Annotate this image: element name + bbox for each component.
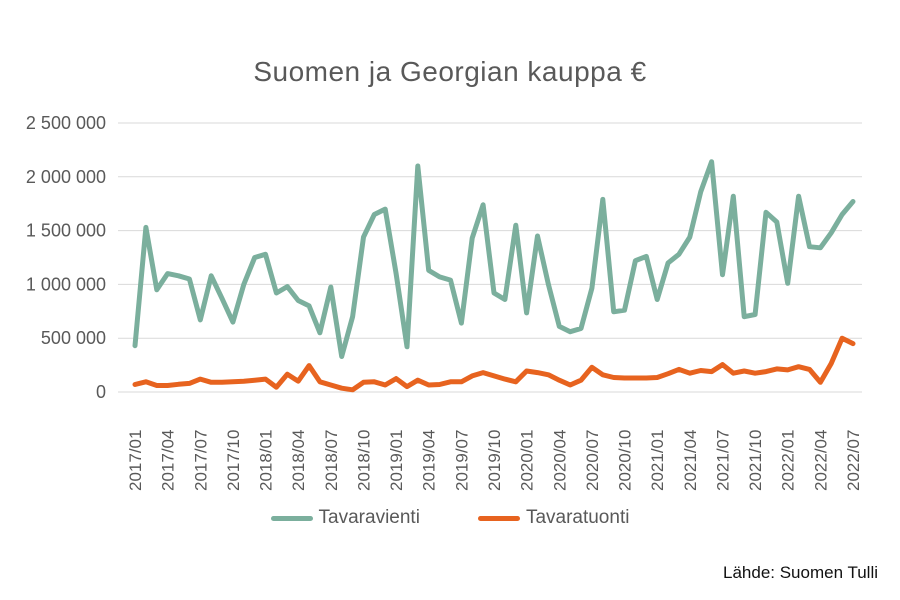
x-axis-tick-label: 2022/04 — [811, 430, 830, 491]
x-axis-tick-label: 2022/07 — [844, 430, 863, 491]
x-axis-tick-label: 2020/01 — [518, 430, 537, 491]
y-axis-tick-label: 0 — [96, 382, 106, 402]
x-axis-tick-label: 2017/07 — [191, 430, 210, 491]
source-note: Lähde: Suomen Tulli — [723, 563, 878, 582]
x-axis-tick-label: 2018/04 — [289, 430, 308, 491]
x-axis-tick-label: 2019/04 — [420, 430, 439, 491]
y-axis-tick-label: 2 000 000 — [26, 167, 106, 187]
x-axis-tick-label: 2021/01 — [648, 430, 667, 491]
x-axis-tick-label: 2018/07 — [322, 430, 341, 491]
x-axis-tick-label: 2019/07 — [452, 430, 471, 491]
x-axis-tick-label: 2021/04 — [681, 430, 700, 491]
x-axis-tick-label: 2020/10 — [616, 430, 635, 491]
y-axis-tick-label: 2 500 000 — [26, 113, 106, 133]
y-axis-tick-label: 1 000 000 — [26, 274, 106, 294]
x-axis-tick-label: 2017/01 — [126, 430, 145, 491]
series-line-tavaravienti — [132, 159, 856, 359]
legend-label-import: Tavaratuonti — [525, 507, 630, 528]
x-axis-tick-label: 2022/01 — [779, 430, 798, 491]
x-axis-tick-label: 2018/10 — [354, 430, 373, 491]
x-axis-tick-label: 2017/10 — [224, 430, 243, 491]
x-axis-tick-label: 2017/04 — [159, 430, 178, 491]
y-axis-tick-label: 500 000 — [41, 328, 106, 348]
x-axis-tick-label: 2019/01 — [387, 430, 406, 491]
x-axis-tick-label: 2020/07 — [583, 430, 602, 491]
legend: Tavaravienti Tavaratuonti — [0, 507, 900, 529]
x-axis-tick-label: 2019/10 — [485, 430, 504, 491]
legend-swatch-import-icon — [477, 515, 520, 521]
x-axis-tick-label: 2021/07 — [713, 430, 732, 491]
y-axis-tick-label: 1 500 000 — [26, 221, 106, 241]
series-line-tavaratuonti — [132, 335, 856, 393]
legend-label-export: Tavaravienti — [318, 507, 420, 528]
x-axis-tick-label: 2018/01 — [257, 430, 276, 491]
x-axis-tick-label: 2020/04 — [550, 430, 569, 491]
legend-item-tavaravienti: Tavaravienti — [270, 507, 420, 529]
chart-title: Suomen ja Georgian kauppa € — [253, 56, 647, 87]
x-axis-tick-label: 2021/10 — [746, 430, 765, 491]
legend-item-tavaratuonti: Tavaratuonti — [477, 507, 630, 529]
legend-swatch-export-icon — [270, 515, 313, 521]
